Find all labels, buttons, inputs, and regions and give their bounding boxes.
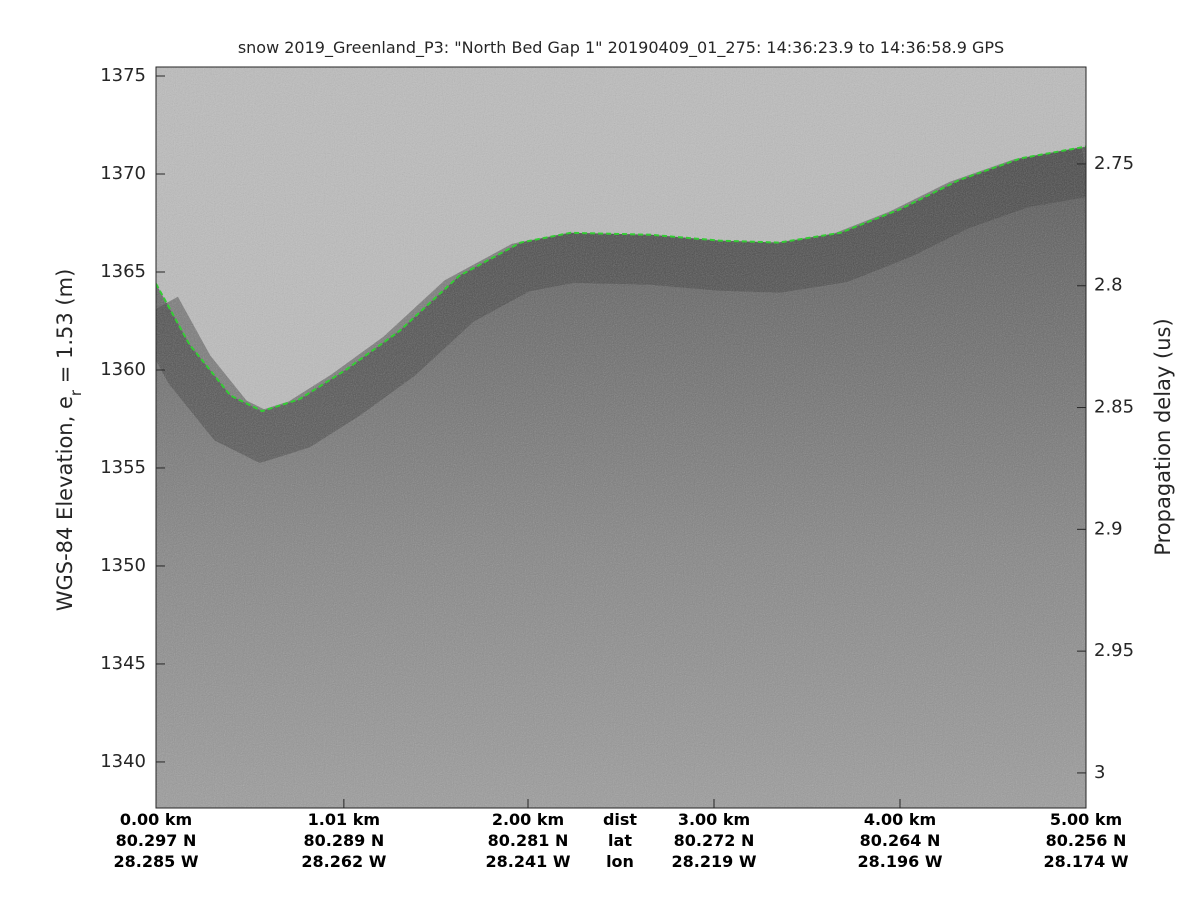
y2-tick-label: 2.8 — [1094, 275, 1123, 296]
x-tick-lon: 28.262 W — [301, 852, 386, 871]
x-tick-lon: 28.241 W — [486, 852, 571, 871]
axes-box — [155, 66, 1087, 809]
x-tick-lat: 80.264 N — [860, 831, 941, 850]
y2-tick-label: 2.9 — [1094, 518, 1123, 539]
y-tick-label: 1375 — [100, 65, 146, 86]
y2-axis-label: Propagation delay (us) — [1151, 318, 1175, 555]
y-label-part: WGS-84 Elevation, e — [53, 396, 77, 611]
x-tick-label: 3.00 km — [678, 810, 750, 829]
y2-tick-label: 2.85 — [1094, 397, 1134, 418]
x-row-name: dist — [603, 810, 637, 829]
x-row-name: lon — [606, 852, 634, 871]
y-tick-label: 1370 — [100, 163, 146, 184]
y-tick-label: 1350 — [100, 555, 146, 576]
x-tick-lon: 28.196 W — [858, 852, 943, 871]
x-tick-label: 5.00 km — [1050, 810, 1122, 829]
y-label-part: = 1.53 (m) — [53, 269, 77, 390]
texture — [156, 67, 1086, 808]
y2-tick-label: 2.75 — [1094, 153, 1134, 174]
y-label-subscript: r — [67, 389, 85, 396]
x-tick-lon: 28.174 W — [1044, 852, 1129, 871]
y-tick-label: 1355 — [100, 457, 146, 478]
y-tick-label: 1340 — [100, 751, 146, 772]
y2-tick-label: 3 — [1094, 762, 1105, 783]
x-tick-label: 0.00 km — [120, 810, 192, 829]
y-tick-label: 1345 — [100, 653, 146, 674]
x-tick-label: 1.01 km — [308, 810, 380, 829]
x-tick-lat: 80.297 N — [116, 831, 197, 850]
surface-line — [156, 145, 1086, 413]
chart-title: snow 2019_Greenland_P3: "North Bed Gap 1… — [238, 38, 1004, 58]
x-tick-label: 2.00 km — [492, 810, 564, 829]
x-row-name: lat — [608, 831, 632, 850]
x-tick-lat: 80.289 N — [304, 831, 385, 850]
plot-area — [156, 67, 1086, 808]
x-tick-lat: 80.272 N — [674, 831, 755, 850]
y-axis-label: WGS-84 Elevation, er = 1.53 (m) — [53, 269, 85, 612]
y-tick-label: 1360 — [100, 359, 146, 380]
x-tick-lon: 28.285 W — [114, 852, 199, 871]
y2-tick-label: 2.95 — [1094, 640, 1134, 661]
x-tick-label: 4.00 km — [864, 810, 936, 829]
x-tick-lat: 80.256 N — [1046, 831, 1127, 850]
x-tick-lat: 80.281 N — [488, 831, 569, 850]
y-tick-label: 1365 — [100, 261, 146, 282]
x-tick-lon: 28.219 W — [672, 852, 757, 871]
